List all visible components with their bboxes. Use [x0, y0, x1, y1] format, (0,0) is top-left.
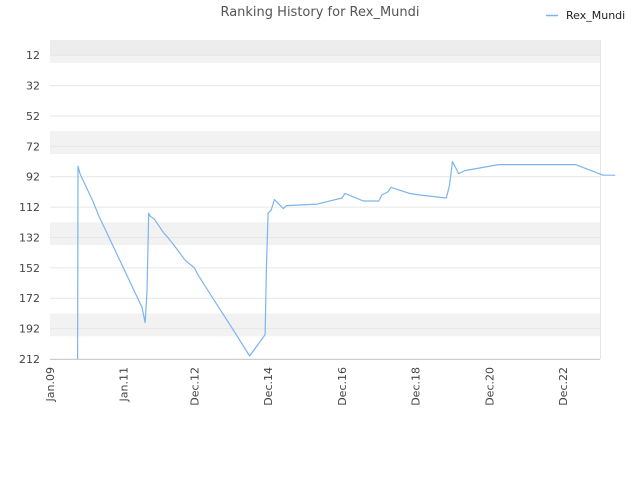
series-line-rex-mundi [77, 160, 616, 360]
y-tick-label: 12 [26, 49, 40, 62]
plot-bands [50, 40, 600, 337]
legend[interactable]: Rex_Mundi [546, 9, 625, 22]
y-tick-labels: 12 32 52 72 92 112 132 152 172 192 212 [19, 49, 40, 366]
y-tick-label: 32 [26, 80, 40, 93]
y-tick-label: 112 [19, 201, 40, 214]
y-tick-label: 92 [26, 171, 40, 184]
legend-label-rex-mundi: Rex_Mundi [566, 9, 625, 22]
plot-band [50, 222, 600, 246]
x-tick-labels: Jan.09 Jan.11 Dec.12 Dec.14 Dec.16 Dec.18 Dec.… [44, 367, 570, 406]
x-tick-label: Dec.22 [557, 367, 570, 406]
y-tick-label: 172 [19, 292, 40, 305]
y-tick-label: 192 [19, 323, 40, 336]
x-tick-label: Jan.11 [118, 367, 131, 402]
plot-band [50, 313, 600, 337]
plot-band [50, 40, 600, 56]
x-tick-label: Dec.18 [410, 367, 423, 406]
x-tick-label: Dec.12 [188, 367, 201, 406]
x-tick-label: Dec.14 [262, 367, 275, 406]
chart-title: Ranking History for Rex_Mundi [220, 5, 419, 20]
y-tick-label: 212 [19, 353, 40, 366]
y-tick-label: 72 [26, 140, 40, 153]
y-tick-label: 52 [26, 110, 40, 123]
plot-band [50, 131, 600, 154]
y-tick-label: 152 [19, 262, 40, 275]
y-tick-label: 132 [19, 231, 40, 244]
x-tick-label: Dec.16 [336, 367, 349, 406]
x-tick-label: Dec.20 [483, 367, 496, 406]
x-tick-label: Jan.09 [44, 367, 57, 402]
